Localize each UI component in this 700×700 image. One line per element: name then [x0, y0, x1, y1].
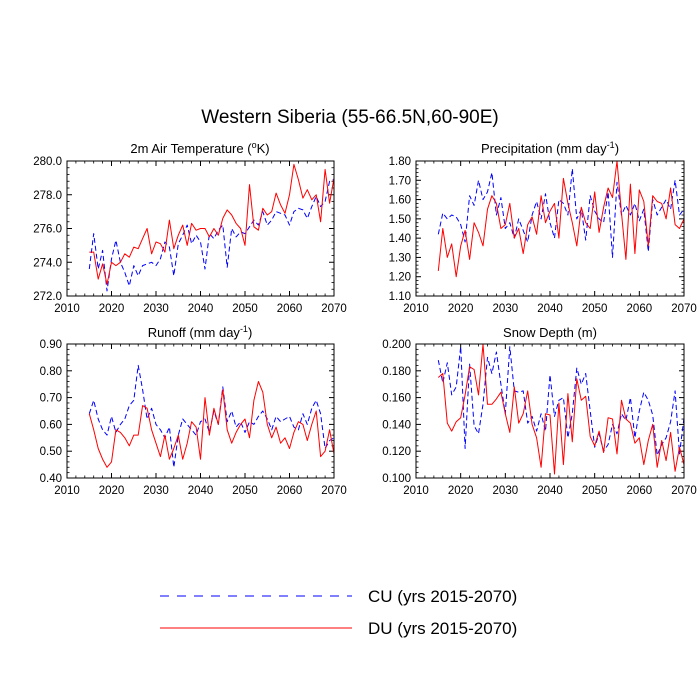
y-tick-label: 0.140	[382, 419, 411, 431]
y-tick-label: 274.0	[33, 257, 62, 269]
x-tick-label: 2070	[321, 485, 347, 497]
y-tick-label: 1.50	[389, 214, 411, 226]
panel-title: 2m Air Temperature (oK)	[130, 140, 269, 156]
x-tick-label: 2040	[188, 485, 214, 497]
panel-title: Snow Depth (m)	[503, 325, 597, 340]
x-tick-label: 2050	[582, 485, 608, 497]
panel-title: Runoff (mm day-1)	[148, 324, 253, 340]
x-tick-label: 2060	[627, 485, 653, 497]
x-tick-label: 2050	[582, 303, 608, 315]
figure-title: Western Siberia (55-66.5N,60-90E)	[201, 107, 498, 128]
y-tick-label: 0.80	[40, 366, 62, 378]
x-tick-label: 2020	[99, 303, 125, 315]
y-tick-label: 0.120	[382, 446, 411, 458]
panel-title-main: Runoff (mm day	[148, 325, 241, 340]
x-tick-label: 2060	[277, 485, 303, 497]
legend-label-du: DU (yrs 2015-2070)	[368, 619, 517, 638]
y-tick-label: 1.40	[389, 233, 411, 245]
series-line-cu	[88, 179, 335, 292]
x-tick-label: 2070	[321, 303, 347, 315]
y-tick-label: 0.90	[40, 339, 62, 351]
panel-title-sup: -1	[607, 140, 615, 150]
x-tick-label: 2010	[403, 303, 429, 315]
x-tick-label: 2040	[188, 303, 214, 315]
x-tick-label: 2060	[627, 303, 653, 315]
x-tick-label: 2030	[143, 485, 169, 497]
panel-title-sup: o	[252, 140, 257, 150]
y-tick-label: 0.160	[382, 393, 411, 405]
y-tick-label: 1.20	[389, 272, 411, 284]
x-tick-label: 2040	[537, 303, 563, 315]
x-tick-label: 2010	[54, 485, 80, 497]
panel-air-temperature: 2m Air Temperature (oK) 2010 2020 2030 2040…	[33, 140, 347, 315]
y-tick-label: 0.180	[382, 366, 411, 378]
y-tick-label: 1.80	[389, 156, 411, 168]
plot-frame	[415, 160, 685, 297]
y-tick-label: 272.0	[33, 291, 62, 303]
panel-title-end: )	[248, 325, 252, 340]
y-tick-label: 0.50	[40, 446, 62, 458]
legend-label-cu: CU (yrs 2015-2070)	[368, 587, 517, 606]
panel-snow-depth: Snow Depth (m) 2010 2020 2030 2040 2050 2060 2…	[382, 325, 697, 497]
y-tick-label: 1.70	[389, 175, 411, 187]
x-tick-label: 2070	[671, 485, 697, 497]
series-line-du	[437, 160, 685, 278]
x-tick-label: 2030	[493, 303, 519, 315]
x-tick-label: 2010	[403, 485, 429, 497]
panel-runoff: Runoff (mm day-1) 2010 2020 2030 2040 2050 20…	[40, 324, 347, 497]
y-tick-label: 0.100	[382, 473, 411, 485]
panel-title-end: )	[615, 141, 619, 156]
x-tick-label: 2020	[448, 303, 474, 315]
x-tick-label: 2010	[54, 303, 80, 315]
y-tick-label: 0.40	[40, 473, 62, 485]
y-tick-label: 1.30	[389, 252, 411, 264]
panel-title-main: 2m Air Temperature (	[130, 141, 252, 156]
panel-title: Precipitation (mm day-1)	[481, 140, 619, 156]
panel-title-main: Precipitation (mm day	[481, 141, 607, 156]
x-tick-label: 2020	[448, 485, 474, 497]
y-tick-label: 0.200	[382, 339, 411, 351]
x-tick-label: 2030	[143, 303, 169, 315]
series-line-du	[437, 343, 685, 475]
x-tick-label: 2030	[493, 485, 519, 497]
series-line-du	[88, 381, 335, 468]
y-tick-label: 0.60	[40, 419, 62, 431]
x-tick-label: 2040	[537, 485, 563, 497]
plot-frame	[415, 343, 685, 479]
y-tick-label: 276.0	[33, 224, 62, 236]
series-line-cu	[88, 364, 335, 468]
x-tick-label: 2020	[99, 485, 125, 497]
plot-frame	[66, 160, 335, 297]
x-tick-label: 2060	[277, 303, 303, 315]
x-tick-label: 2050	[232, 485, 258, 497]
panel-precipitation: Precipitation (mm day-1) 2010 2020 2030 204…	[389, 140, 697, 315]
series-line-cu	[437, 346, 685, 456]
series-line-du	[89, 163, 335, 285]
y-tick-label: 0.70	[40, 393, 62, 405]
plot-frame	[66, 343, 335, 479]
series-line-cu	[437, 168, 685, 258]
panel-title-end: K)	[257, 141, 270, 156]
y-tick-label: 280.0	[33, 156, 62, 168]
x-tick-label: 2070	[671, 303, 697, 315]
x-tick-label: 2050	[232, 303, 258, 315]
y-tick-label: 1.60	[389, 195, 411, 207]
panel-title-main: Snow Depth (m)	[503, 325, 597, 340]
panel-title-sup: -1	[240, 324, 248, 334]
legend: CU (yrs 2015-2070) DU (yrs 2015-2070)	[160, 587, 517, 638]
y-tick-label: 278.0	[33, 190, 62, 202]
y-tick-label: 1.10	[389, 291, 411, 303]
